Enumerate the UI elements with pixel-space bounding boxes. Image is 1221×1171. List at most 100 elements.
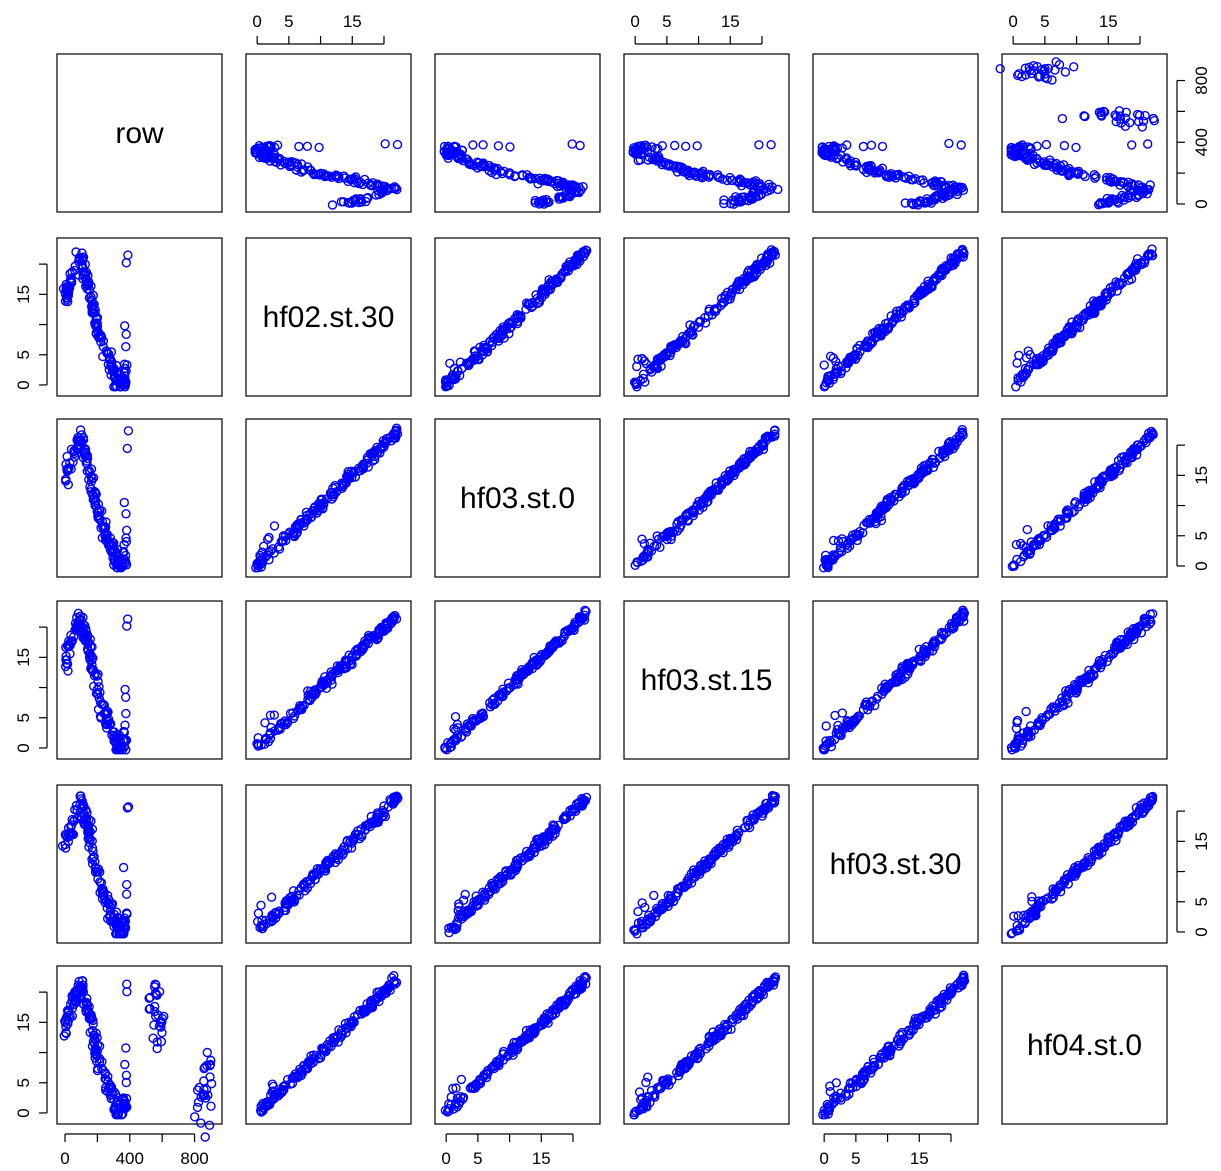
data-point	[119, 497, 130, 508]
diagonal-label: row	[115, 117, 164, 150]
data-point	[452, 723, 463, 733]
data-point	[123, 250, 133, 260]
data-point	[280, 898, 290, 908]
data-point	[1061, 686, 1071, 696]
data-point	[1149, 115, 1160, 126]
data-point	[1125, 632, 1136, 643]
data-point	[671, 891, 681, 902]
data-point	[330, 482, 341, 493]
data-point	[746, 193, 756, 203]
data-point	[893, 669, 903, 679]
data-point	[904, 661, 914, 671]
data-point	[633, 354, 643, 364]
data-point	[444, 923, 454, 933]
data-point	[1012, 715, 1023, 726]
diagonal-label: hf03.st.15	[641, 664, 773, 697]
data-point	[505, 865, 516, 875]
data-point	[696, 170, 706, 181]
data-point	[560, 813, 570, 823]
data-point	[568, 623, 578, 633]
data-point	[1032, 141, 1042, 151]
data-point	[931, 192, 941, 203]
data-point	[670, 140, 680, 151]
data-point	[100, 1074, 110, 1084]
data-point	[637, 353, 647, 364]
data-point	[656, 157, 666, 167]
data-point	[1091, 845, 1102, 855]
data-point	[730, 192, 741, 202]
panel-hf03.st.15-vs-hf04.st.0	[1001, 600, 1168, 760]
panel-row-vs-hf03.st.0	[434, 53, 601, 213]
data-point	[106, 900, 117, 910]
data-point	[843, 357, 853, 367]
data-point	[1083, 310, 1094, 320]
data-point	[944, 138, 954, 149]
data-point	[386, 432, 396, 442]
data-point	[93, 864, 104, 874]
data-point	[354, 197, 364, 208]
data-point	[462, 358, 472, 368]
data-point	[1009, 911, 1019, 921]
data-point	[1018, 728, 1029, 738]
data-point	[196, 1118, 206, 1128]
data-point	[1014, 350, 1024, 361]
data-point	[384, 433, 395, 443]
data-point	[674, 338, 685, 348]
data-point	[69, 446, 79, 457]
data-point	[655, 903, 666, 914]
data-point	[103, 1077, 113, 1087]
data-point	[121, 889, 132, 899]
data-point	[1055, 514, 1066, 524]
data-point	[850, 350, 860, 360]
data-point	[262, 550, 272, 560]
data-point	[71, 624, 82, 635]
data-point	[1059, 878, 1069, 888]
panel-row-vs-hf03.st.15	[623, 53, 790, 213]
data-point	[77, 976, 88, 986]
data-point	[105, 906, 116, 916]
data-point	[325, 1036, 335, 1046]
data-point	[349, 467, 359, 477]
data-point	[1126, 628, 1137, 639]
data-point	[1045, 709, 1055, 719]
data-point	[1100, 471, 1110, 481]
data-point	[844, 722, 855, 733]
data-point	[121, 708, 131, 719]
data-point	[301, 507, 312, 517]
data-point	[1114, 106, 1125, 116]
data-point	[361, 196, 371, 207]
data-point	[537, 833, 547, 843]
data-point	[691, 869, 701, 879]
data-point	[100, 1082, 111, 1093]
data-point	[848, 530, 858, 540]
data-point	[899, 480, 909, 490]
panel-frame	[812, 237, 979, 397]
data-point	[200, 1132, 210, 1142]
data-point	[1136, 441, 1146, 451]
data-point	[374, 624, 384, 635]
data-point	[1052, 884, 1062, 895]
data-point	[1011, 382, 1021, 392]
data-point	[877, 141, 888, 152]
panel-hf04.st.0-vs-row	[56, 965, 223, 1142]
panel-hf02.st.30-vs-hf02.st.30: hf02.st.30	[245, 237, 412, 397]
data-point	[549, 821, 559, 831]
data-point	[121, 377, 131, 387]
data-point	[68, 816, 79, 827]
data-point	[577, 613, 587, 624]
data-point	[1084, 665, 1094, 676]
data-point	[722, 476, 732, 486]
data-point	[662, 528, 672, 539]
data-point	[206, 1101, 216, 1111]
data-point	[327, 200, 338, 210]
data-point	[299, 518, 309, 528]
data-point	[334, 1025, 344, 1035]
data-point	[542, 648, 553, 658]
data-point	[478, 158, 488, 168]
data-point	[493, 141, 504, 151]
data-point	[535, 652, 545, 663]
data-point	[101, 706, 112, 716]
data-point	[1026, 537, 1037, 547]
data-point	[915, 196, 925, 207]
data-point	[897, 488, 907, 499]
